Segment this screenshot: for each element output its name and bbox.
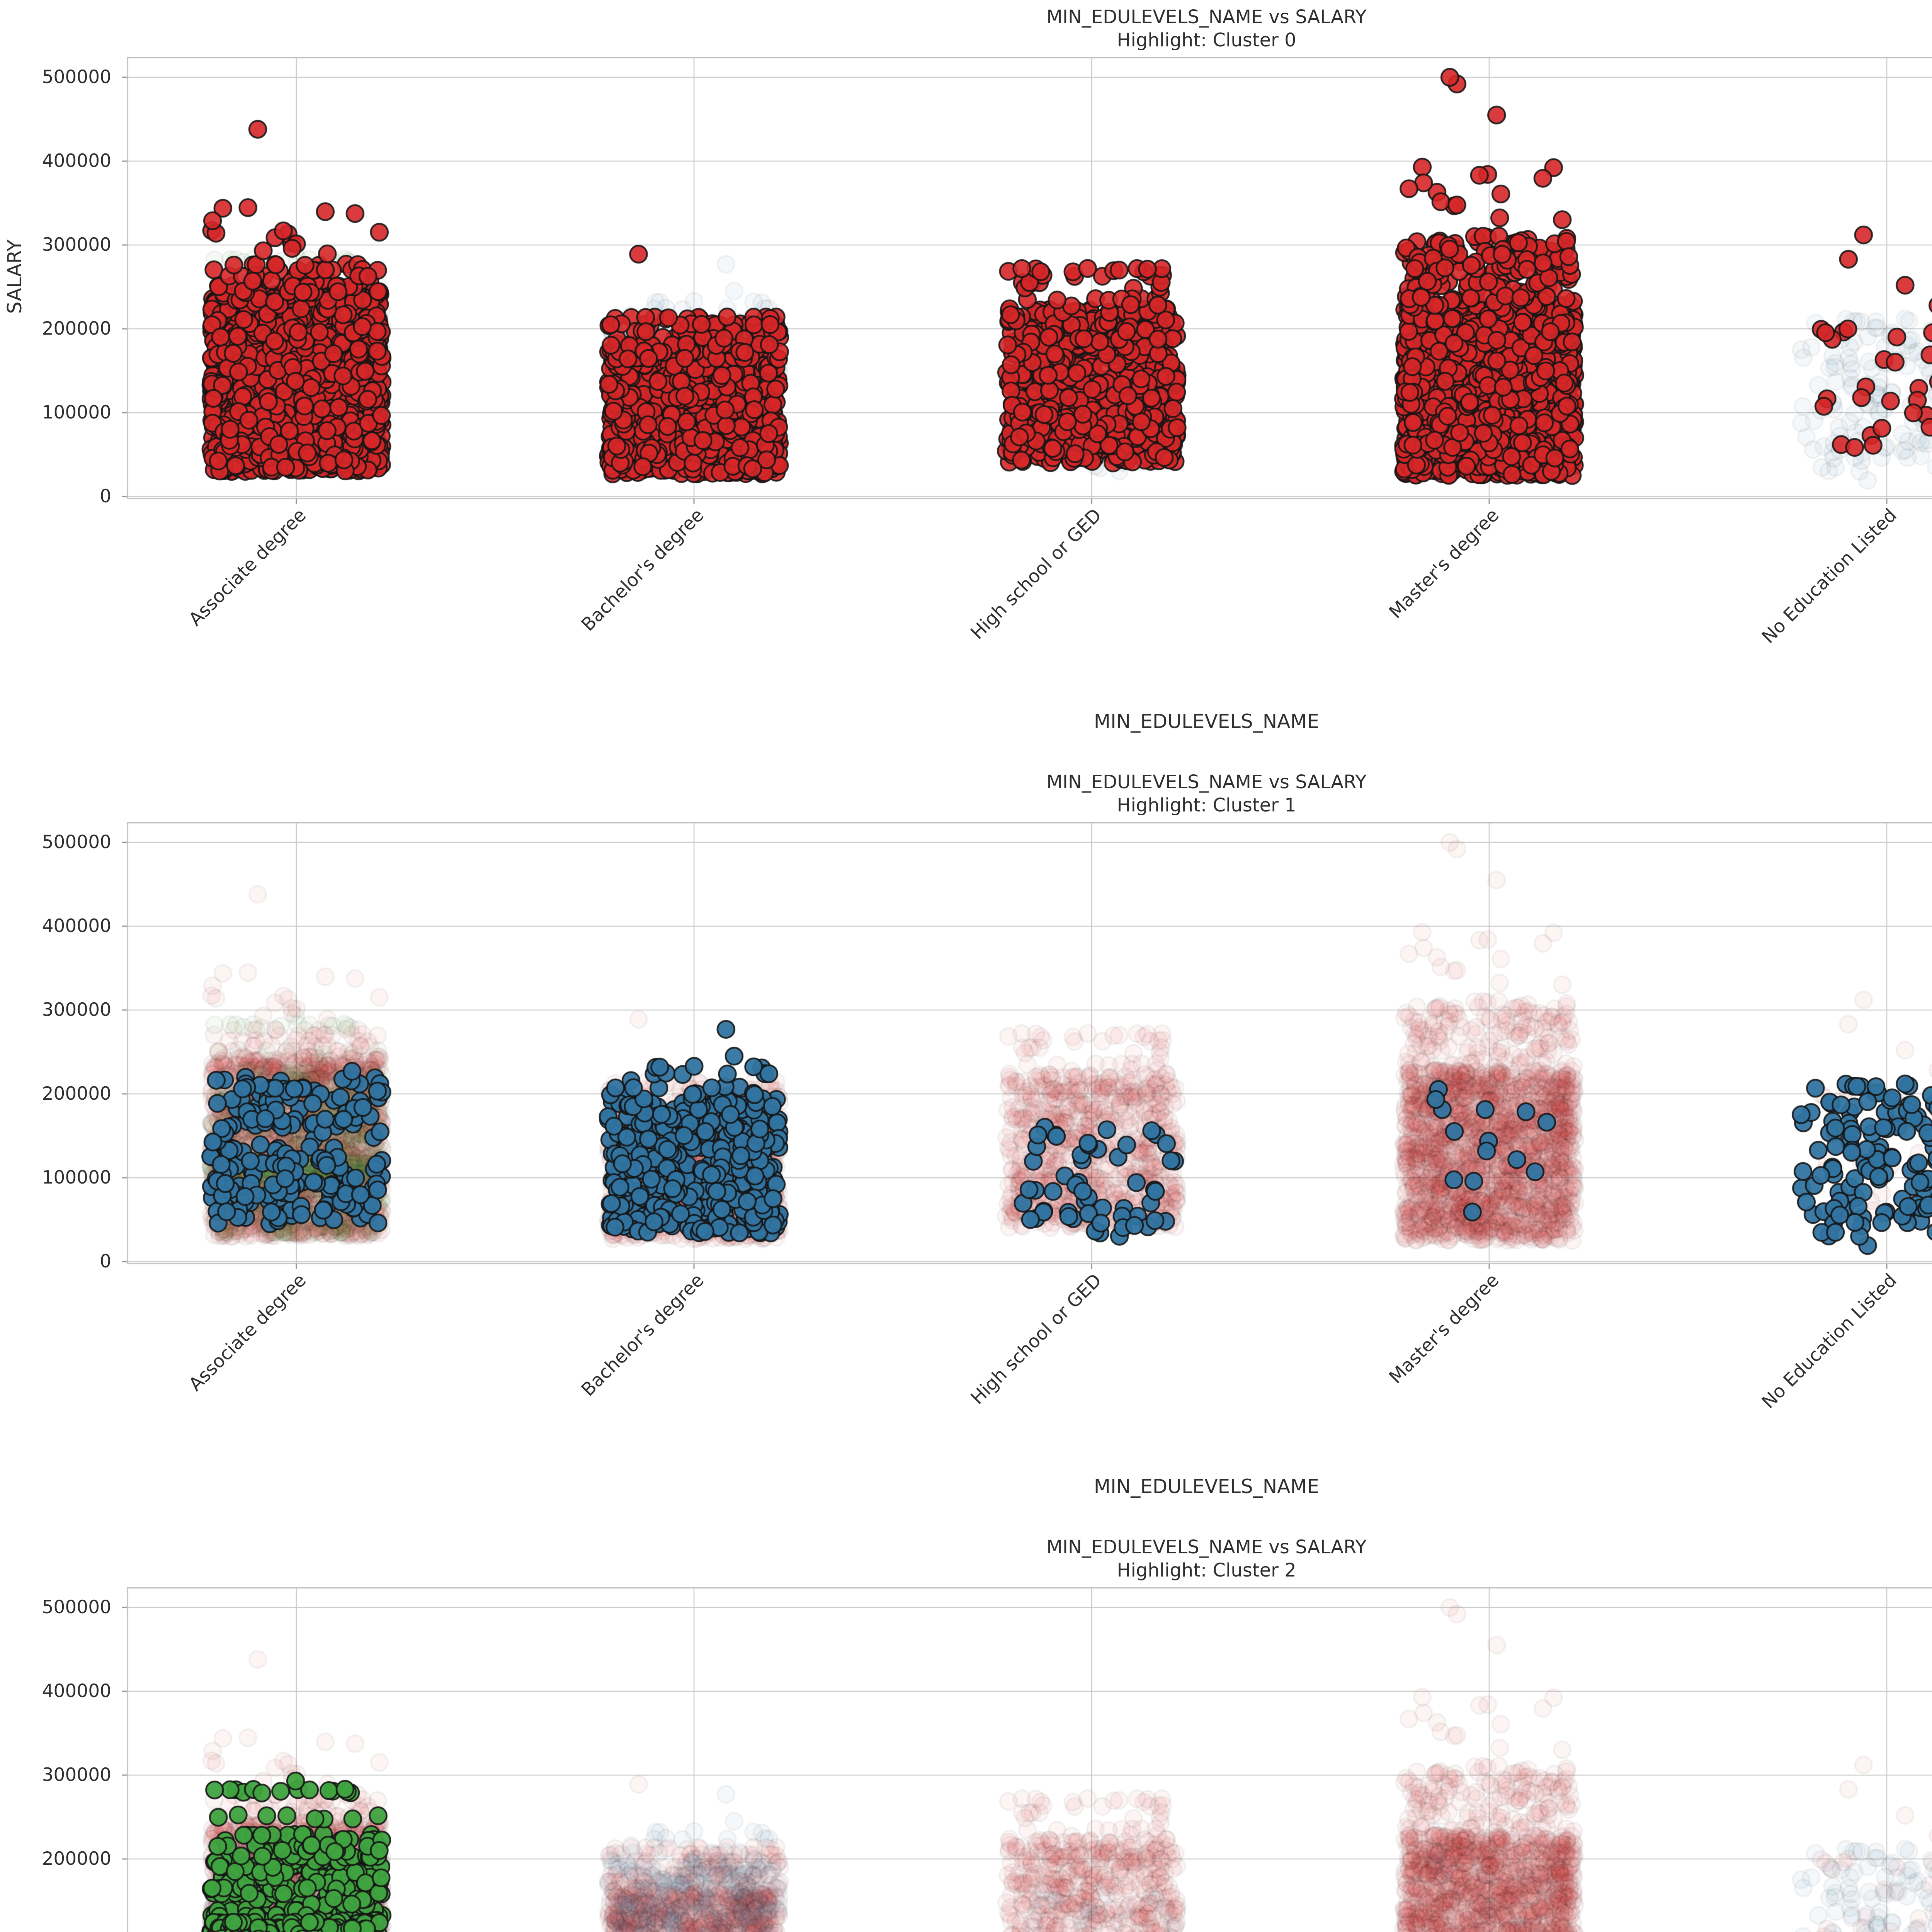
y-tick-label: 500000 xyxy=(42,832,111,853)
x-tick-label: High school or GED xyxy=(966,504,1106,644)
plot-subtitle: Highlight: Cluster 0 xyxy=(1117,29,1296,51)
x-tick-label: Associate degree xyxy=(185,1269,311,1395)
y-tick-label: 0 xyxy=(100,486,111,507)
plot-area-cluster-0 xyxy=(120,57,1932,507)
plot-subtitle: Highlight: Cluster 2 xyxy=(1117,1560,1296,1581)
plot-title: MIN_EDULEVELS_NAME vs SALARY Highlight: … xyxy=(128,5,1932,52)
y-tick-label: 100000 xyxy=(42,402,111,423)
plot-area-cluster-1 xyxy=(120,822,1932,1272)
plot-title-line1: MIN_EDULEVELS_NAME vs SALARY xyxy=(1046,1536,1367,1558)
y-tick-label: 500000 xyxy=(42,1597,111,1618)
y-tick-label: 400000 xyxy=(42,915,111,937)
plot-title: MIN_EDULEVELS_NAME vs SALARY Highlight: … xyxy=(128,770,1932,817)
x-tick-label: Bachelor's degree xyxy=(577,1269,708,1401)
x-tick-label: No Education Listed xyxy=(1758,504,1901,648)
x-axis-label: MIN_EDULEVELS_NAME xyxy=(1094,710,1320,733)
x-tick-label: Master's degree xyxy=(1385,1269,1503,1388)
y-tick-label: 400000 xyxy=(42,1680,111,1702)
plot-title-line1: MIN_EDULEVELS_NAME vs SALARY xyxy=(1046,6,1367,28)
x-tick-label: High school or GED xyxy=(966,1269,1106,1409)
y-tick-label: 0 xyxy=(100,1251,111,1272)
plot-subtitle: Highlight: Cluster 1 xyxy=(1117,794,1296,816)
y-tick-label: 500000 xyxy=(42,66,111,88)
plot-title: MIN_EDULEVELS_NAME vs SALARY Highlight: … xyxy=(128,1536,1932,1582)
y-tick-label: 300000 xyxy=(42,1764,111,1786)
plot-area-cluster-2 xyxy=(120,1587,1932,1932)
plot-title-line1: MIN_EDULEVELS_NAME vs SALARY xyxy=(1046,771,1367,793)
y-tick-label: 200000 xyxy=(42,318,111,339)
y-tick-label: 400000 xyxy=(42,150,111,172)
x-axis-label: MIN_EDULEVELS_NAME xyxy=(1094,1475,1320,1498)
y-tick-label: 300000 xyxy=(42,999,111,1020)
y-tick-label: 200000 xyxy=(42,1848,111,1869)
x-tick-label: Associate degree xyxy=(185,504,311,630)
y-tick-label: 200000 xyxy=(42,1083,111,1104)
y-tick-label: 300000 xyxy=(42,234,111,255)
x-tick-label: Master's degree xyxy=(1385,504,1503,623)
y-tick-label: 100000 xyxy=(42,1167,111,1188)
x-tick-label: No Education Listed xyxy=(1758,1269,1901,1413)
x-tick-label: Bachelor's degree xyxy=(577,504,708,636)
